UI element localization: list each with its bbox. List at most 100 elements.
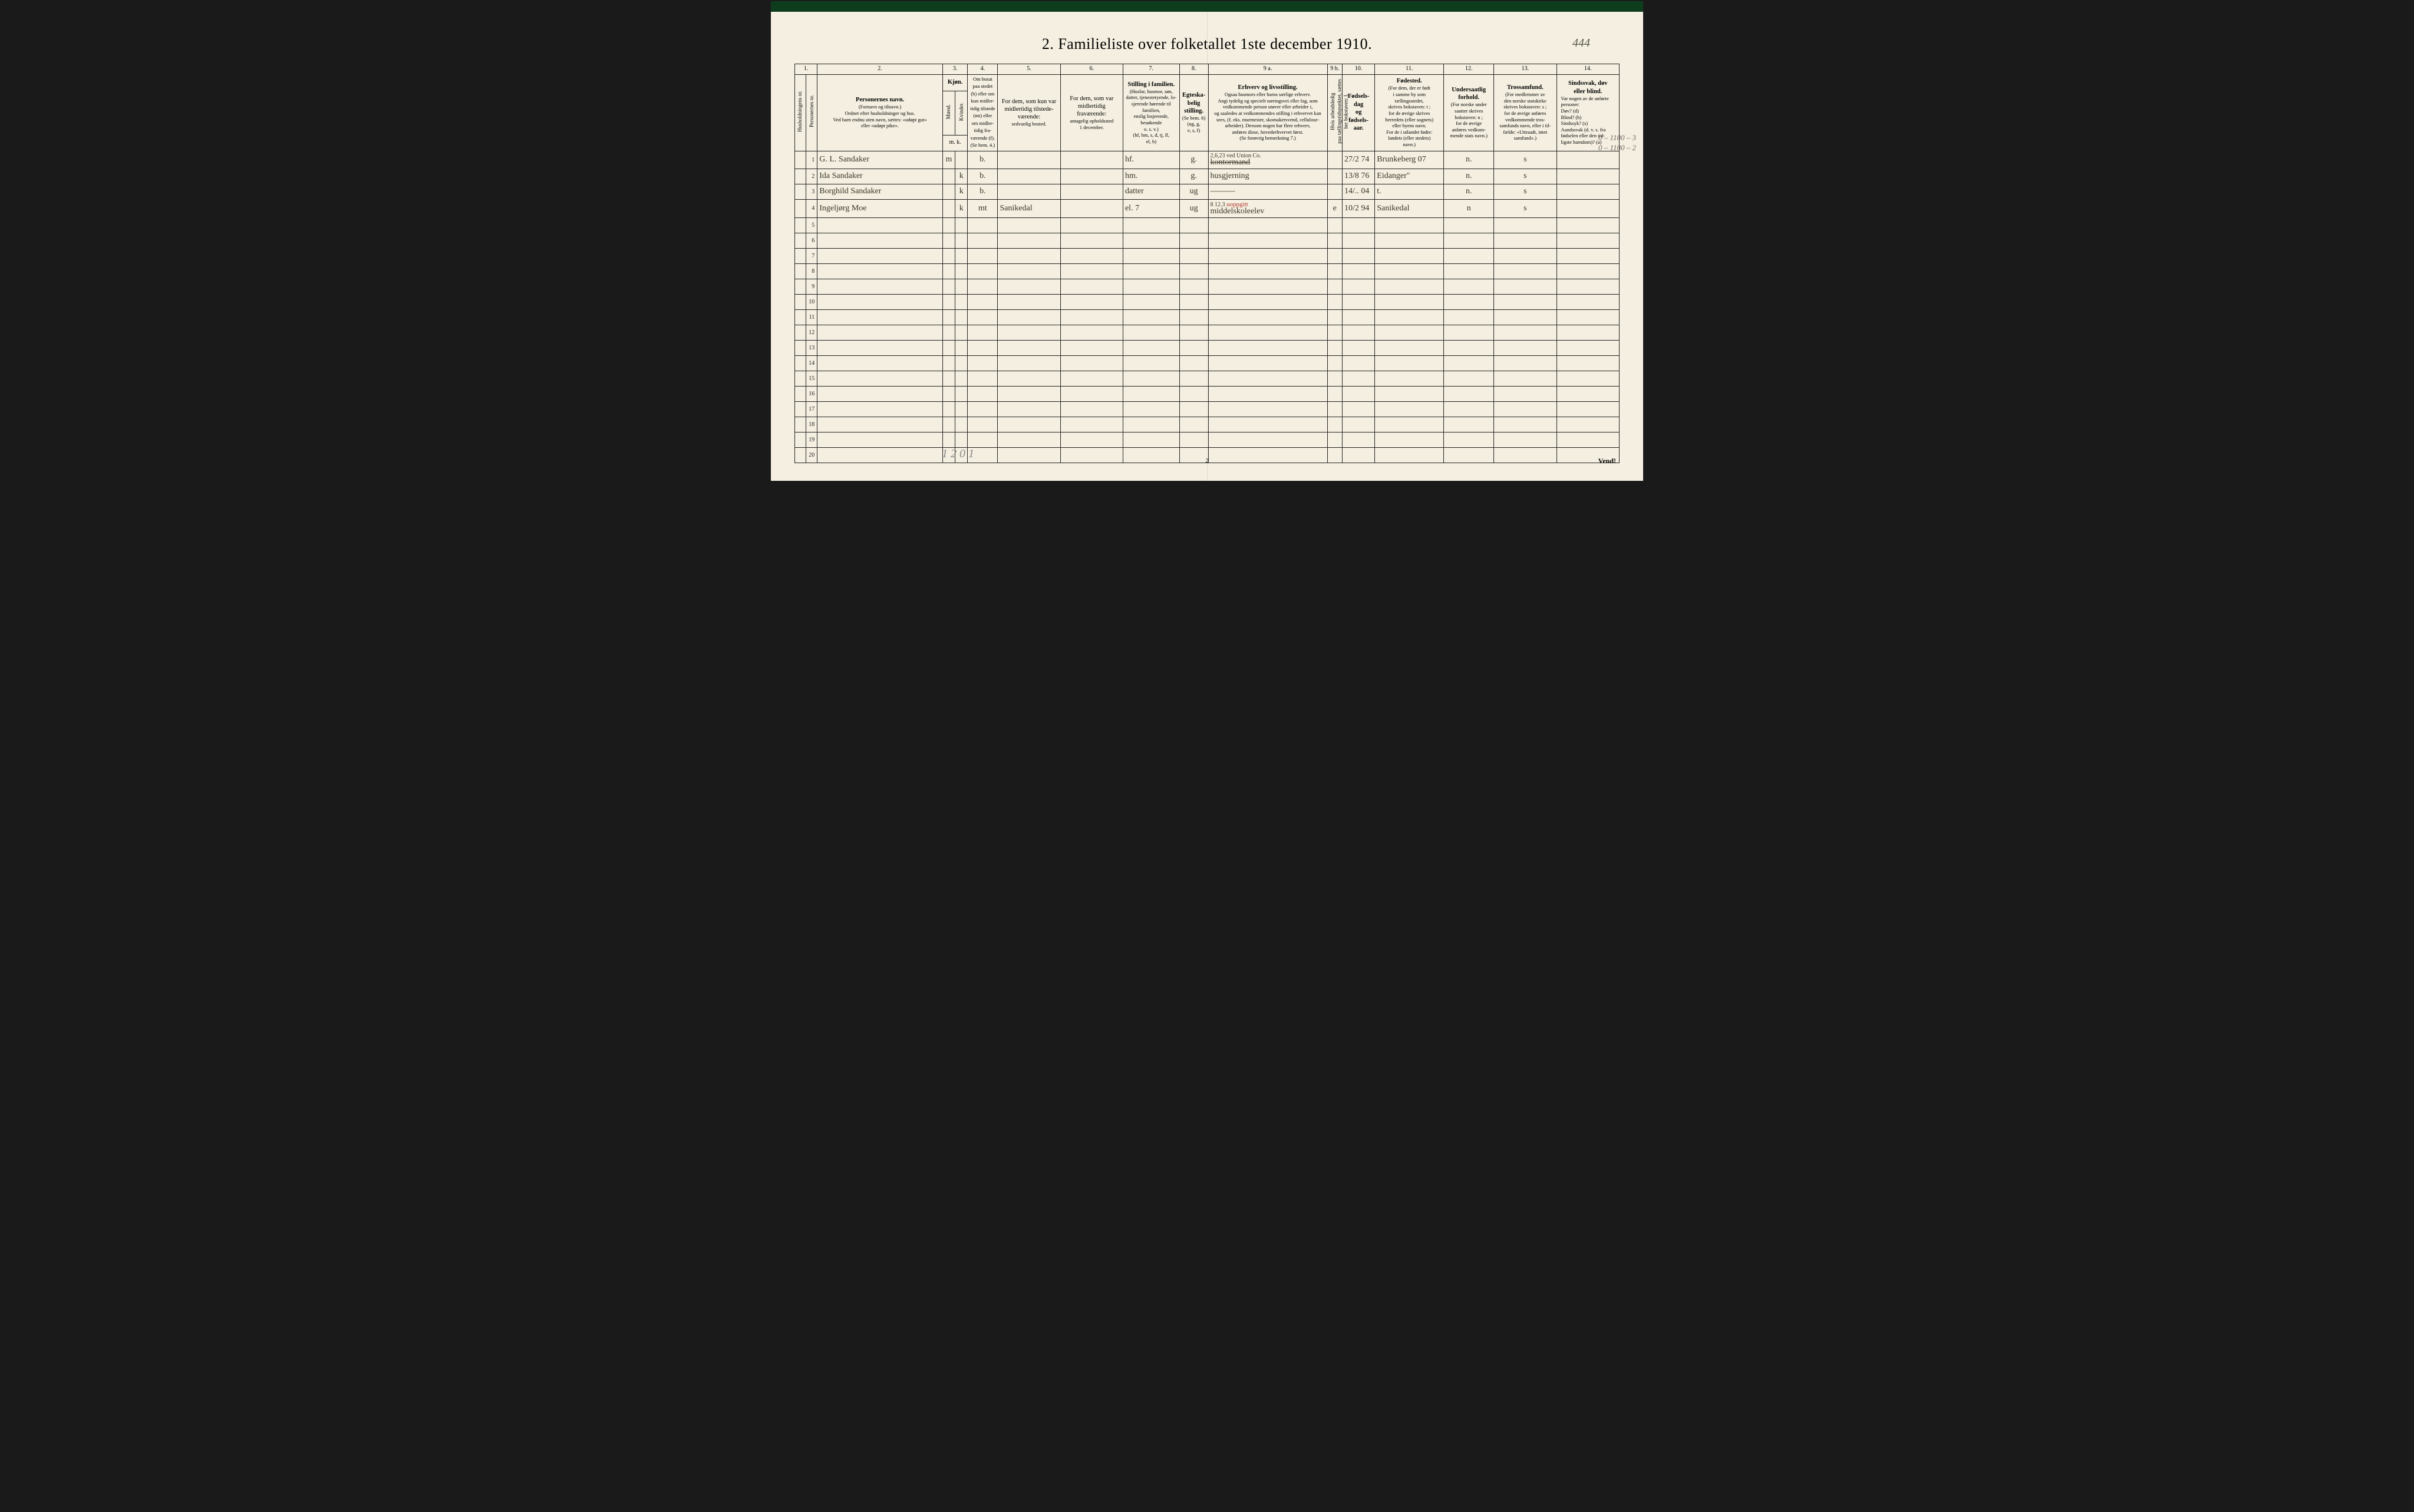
cell-disability	[1556, 151, 1619, 169]
cell-nationality	[1444, 417, 1494, 432]
cell-birth: 14/.. 04	[1343, 184, 1375, 199]
row-household-no	[795, 248, 806, 263]
cell-sex-k	[955, 217, 968, 233]
cell-nationality	[1444, 325, 1494, 340]
cell-birth	[1343, 371, 1375, 386]
cell-disability	[1556, 309, 1619, 325]
row-person-no: 1	[806, 151, 817, 169]
cell-disability	[1556, 325, 1619, 340]
cell-sex-m: m	[942, 151, 955, 169]
hdr-birthplace: Fødested. (For dem, der er født i samme …	[1375, 74, 1444, 151]
cell-birthplace: Eidanger"	[1375, 169, 1444, 184]
cell-birthplace	[1375, 294, 1444, 309]
cell-occupation	[1208, 325, 1327, 340]
row-person-no: 5	[806, 217, 817, 233]
cell-faith	[1494, 417, 1556, 432]
cell-sex-k	[955, 340, 968, 355]
cell-away	[1060, 340, 1123, 355]
colnum: 13.	[1494, 64, 1556, 75]
cell-position	[1123, 401, 1179, 417]
cell-sex-k	[955, 386, 968, 401]
cell-name	[817, 309, 943, 325]
cell-usual	[998, 386, 1060, 401]
cell-sex-k	[955, 309, 968, 325]
cell-nationality: n	[1444, 199, 1494, 217]
margin-line: 0 – 1100 – 2	[1598, 143, 1636, 153]
cell-position	[1123, 355, 1179, 371]
cell-usual	[998, 432, 1060, 447]
cell-faith: s	[1494, 169, 1556, 184]
cell-residence: b.	[968, 151, 998, 169]
cell-marital	[1179, 309, 1208, 325]
cell-occupation	[1208, 279, 1327, 294]
cell-birth	[1343, 248, 1375, 263]
cell-name	[817, 263, 943, 279]
cell-sex-m	[942, 386, 955, 401]
cell-position	[1123, 279, 1179, 294]
cell-faith	[1494, 248, 1556, 263]
row-household-no	[795, 151, 806, 169]
cell-sex-m	[942, 217, 955, 233]
cell-faith	[1494, 217, 1556, 233]
cell-disability	[1556, 217, 1619, 233]
cell-nationality	[1444, 371, 1494, 386]
cell-nationality	[1444, 217, 1494, 233]
row-household-no	[795, 233, 806, 248]
colnum: 8.	[1179, 64, 1208, 75]
colnum: 14.	[1556, 64, 1619, 75]
cell-away	[1060, 184, 1123, 199]
cell-occupation	[1208, 401, 1327, 417]
annotation-top-right: 444	[1572, 37, 1590, 50]
row-person-no: 16	[806, 386, 817, 401]
cell-occupation	[1208, 386, 1327, 401]
row-household-no	[795, 417, 806, 432]
cell-sex-m	[942, 355, 955, 371]
cell-occupation	[1208, 294, 1327, 309]
cell-marital: g.	[1179, 169, 1208, 184]
row-person-no: 7	[806, 248, 817, 263]
cell-nationality: n.	[1444, 169, 1494, 184]
cell-away	[1060, 371, 1123, 386]
cell-nationality: n.	[1444, 151, 1494, 169]
cell-disability	[1556, 371, 1619, 386]
cell-position	[1123, 417, 1179, 432]
row-household-no	[795, 325, 806, 340]
cell-unemployed	[1327, 151, 1343, 169]
cell-nationality	[1444, 340, 1494, 355]
cell-disability	[1556, 417, 1619, 432]
cell-away	[1060, 248, 1123, 263]
cell-birthplace	[1375, 432, 1444, 447]
cell-name: Borghild Sandaker	[817, 184, 943, 199]
cell-unemployed	[1327, 355, 1343, 371]
row-household-no	[795, 169, 806, 184]
cell-nationality	[1444, 432, 1494, 447]
cell-unemployed	[1327, 184, 1343, 199]
cell-away	[1060, 263, 1123, 279]
hdr-usual-home: For dem, som kun var midlertidig tilsted…	[998, 74, 1060, 151]
row-household-no	[795, 199, 806, 217]
cell-residence	[968, 294, 998, 309]
cell-birth: 13/8 76	[1343, 169, 1375, 184]
cell-residence	[968, 386, 998, 401]
hdr-name: Personernes navn. (Fornavn og tilnavn.) …	[817, 74, 943, 151]
page-fold	[1207, 12, 1208, 481]
cell-birth	[1343, 417, 1375, 432]
cell-faith	[1494, 355, 1556, 371]
cell-usual	[998, 355, 1060, 371]
cell-birth	[1343, 447, 1375, 463]
cell-sex-m	[942, 169, 955, 184]
cell-unemployed	[1327, 447, 1343, 463]
cell-sex-k: k	[955, 199, 968, 217]
cell-birthplace	[1375, 371, 1444, 386]
hdr-occupation: Erhverv og livsstilling. Ogsaa husmors e…	[1208, 74, 1327, 151]
cell-sex-k	[955, 248, 968, 263]
cell-name	[817, 279, 943, 294]
cell-name	[817, 432, 943, 447]
cell-usual	[998, 217, 1060, 233]
cell-usual	[998, 248, 1060, 263]
cell-sex-m	[942, 371, 955, 386]
cell-position: datter	[1123, 184, 1179, 199]
colnum: 6.	[1060, 64, 1123, 75]
cell-marital: ug	[1179, 184, 1208, 199]
cell-occupation	[1208, 371, 1327, 386]
